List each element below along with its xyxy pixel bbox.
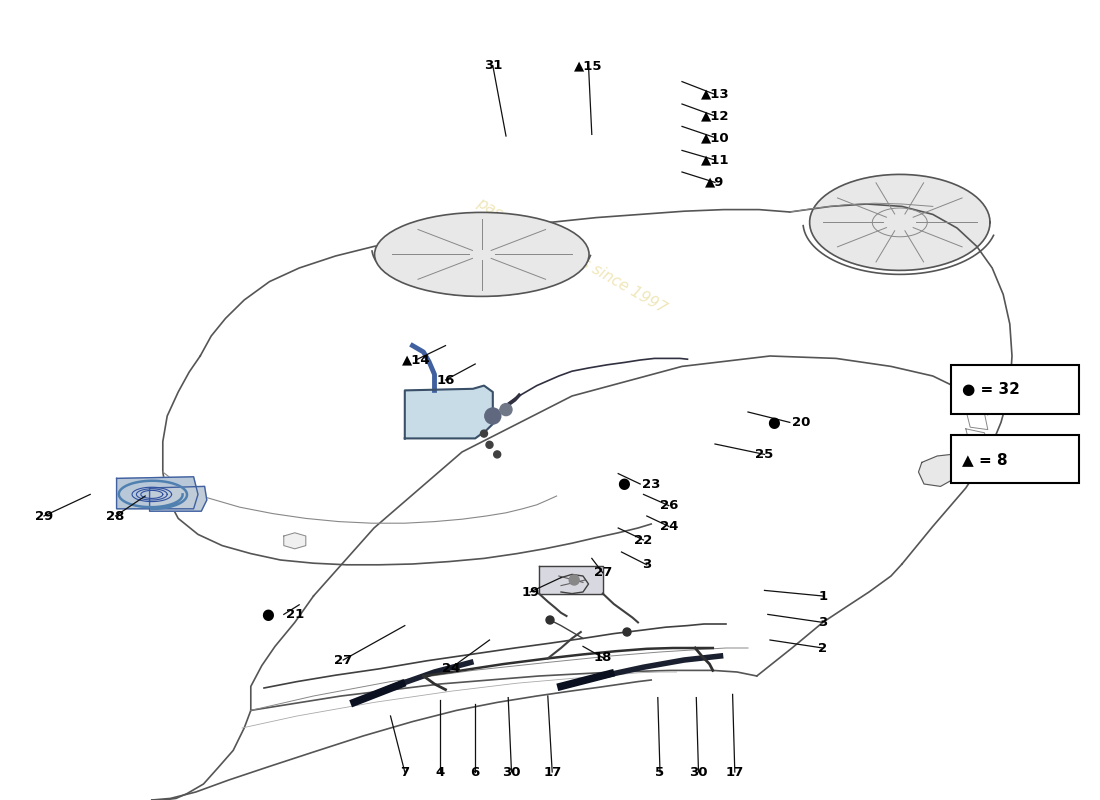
Text: 24: 24	[660, 520, 678, 533]
Polygon shape	[405, 386, 493, 438]
Text: 21: 21	[286, 608, 304, 621]
Circle shape	[486, 442, 493, 448]
Text: 17: 17	[543, 766, 561, 778]
Text: ●: ●	[617, 477, 630, 491]
Text: 27: 27	[594, 566, 612, 579]
Text: 7: 7	[400, 766, 409, 778]
Text: 28: 28	[107, 510, 124, 522]
Circle shape	[500, 403, 512, 416]
Text: ● = 32: ● = 32	[961, 382, 1020, 397]
Text: 30: 30	[690, 766, 707, 778]
Text: ▲ = 8: ▲ = 8	[961, 452, 1008, 466]
Text: 22: 22	[635, 534, 652, 546]
Text: 2: 2	[818, 642, 827, 654]
Text: 3: 3	[642, 558, 651, 571]
Text: 20: 20	[792, 416, 811, 429]
Text: ▲11: ▲11	[701, 154, 729, 166]
Polygon shape	[918, 454, 957, 486]
Text: 4: 4	[436, 766, 444, 778]
Text: passion for parts since 1997: passion for parts since 1997	[474, 195, 670, 317]
Text: 24: 24	[442, 662, 460, 674]
Text: ▲14: ▲14	[402, 354, 430, 366]
Circle shape	[569, 575, 580, 585]
FancyBboxPatch shape	[950, 366, 1079, 414]
Circle shape	[485, 408, 501, 424]
Text: 18: 18	[594, 651, 612, 664]
Ellipse shape	[374, 212, 590, 297]
Text: ▲15: ▲15	[574, 59, 603, 72]
Text: 31: 31	[484, 59, 502, 72]
FancyBboxPatch shape	[950, 435, 1079, 483]
Circle shape	[546, 616, 554, 624]
Circle shape	[623, 628, 631, 636]
Text: ▲10: ▲10	[701, 131, 729, 144]
Circle shape	[494, 451, 501, 458]
Text: ●: ●	[261, 607, 274, 622]
Polygon shape	[117, 477, 198, 509]
Text: ▲9: ▲9	[705, 176, 725, 189]
Polygon shape	[284, 533, 306, 549]
Text: 23: 23	[642, 478, 661, 490]
Text: 19: 19	[521, 586, 539, 598]
Text: 16: 16	[437, 374, 454, 386]
Text: 6: 6	[471, 766, 480, 778]
Text: 25: 25	[756, 448, 773, 461]
Text: 1: 1	[818, 590, 827, 602]
Polygon shape	[539, 566, 603, 594]
Text: 3: 3	[818, 616, 827, 629]
Text: ●: ●	[767, 415, 780, 430]
Text: ▲13: ▲13	[701, 88, 729, 101]
Polygon shape	[150, 486, 207, 511]
Text: 27: 27	[334, 654, 352, 666]
Circle shape	[481, 430, 487, 437]
Text: 29: 29	[35, 510, 53, 522]
Text: 5: 5	[656, 766, 664, 778]
Text: 26: 26	[660, 499, 678, 512]
Text: 17: 17	[726, 766, 744, 778]
Text: ▲12: ▲12	[701, 110, 729, 122]
Text: 30: 30	[503, 766, 520, 778]
Polygon shape	[810, 174, 990, 270]
